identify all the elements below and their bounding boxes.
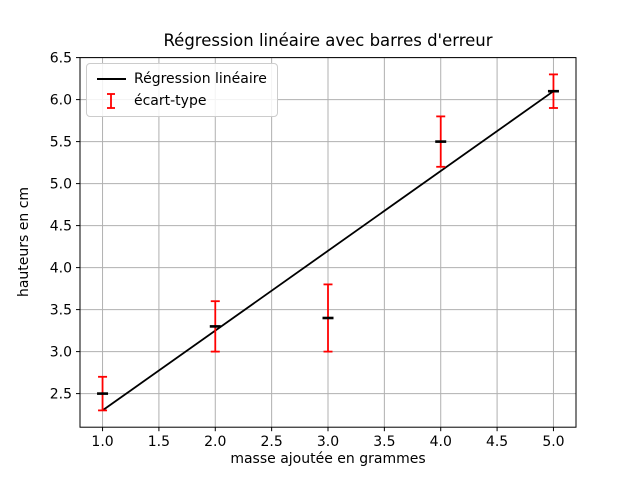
errorbar-sample-icon bbox=[96, 92, 126, 110]
y-tick-label: 6.0 bbox=[50, 93, 72, 109]
x-tick-label: 5.0 bbox=[542, 434, 564, 450]
regression-line bbox=[102, 90, 554, 412]
errorbar-glyph bbox=[107, 93, 115, 109]
y-tick-label: 3.5 bbox=[50, 303, 72, 319]
x-axis-label: masse ajoutée en grammes bbox=[230, 451, 426, 467]
line-sample-icon bbox=[96, 78, 126, 80]
y-tick-label: 4.0 bbox=[50, 261, 72, 277]
x-tick-label: 2.0 bbox=[204, 434, 226, 450]
y-tick-label: 5.0 bbox=[50, 177, 72, 193]
x-tick-label: 1.0 bbox=[91, 434, 113, 450]
legend-label-errorbar: écart-type bbox=[134, 93, 207, 109]
y-tick-label: 3.0 bbox=[50, 345, 72, 361]
x-tick-label: 4.5 bbox=[486, 434, 508, 450]
x-tick-label: 2.5 bbox=[261, 434, 283, 450]
chart-title: Régression linéaire avec barres d'erreur bbox=[163, 31, 493, 50]
legend-entry-regression: Régression linéaire bbox=[96, 68, 267, 90]
y-tick-label: 2.5 bbox=[50, 387, 72, 403]
y-tick-label: 4.5 bbox=[50, 219, 72, 235]
y-tick-label: 6.5 bbox=[50, 51, 72, 67]
x-tick-label: 3.0 bbox=[317, 434, 339, 450]
y-tick-label: 5.5 bbox=[50, 135, 72, 151]
x-tick-label: 3.5 bbox=[373, 434, 395, 450]
x-tick-label: 1.5 bbox=[148, 434, 170, 450]
legend-entry-errorbar: écart-type bbox=[96, 90, 267, 112]
line-sample-glyph bbox=[96, 78, 126, 80]
legend-label-regression: Régression linéaire bbox=[134, 71, 267, 87]
legend: Régression linéaire écart-type bbox=[86, 63, 278, 117]
x-tick-label: 4.0 bbox=[430, 434, 452, 450]
y-axis-label: hauteurs en cm bbox=[16, 186, 32, 298]
